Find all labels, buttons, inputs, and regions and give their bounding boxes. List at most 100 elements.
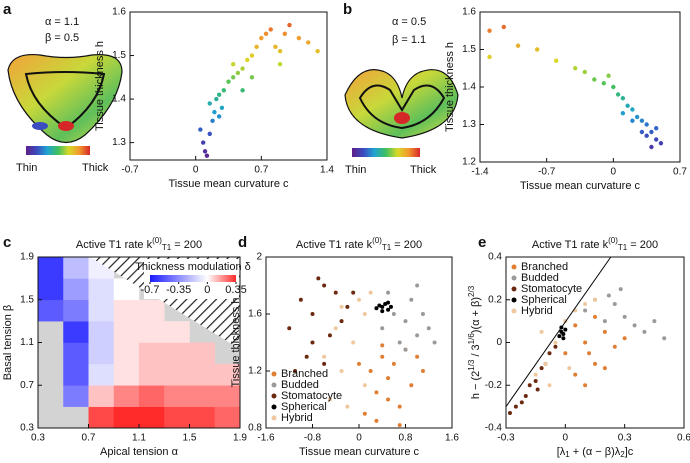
heat-cell — [113, 363, 140, 386]
point — [391, 312, 396, 316]
point — [563, 327, 568, 332]
point — [639, 118, 645, 123]
x-axis-label: [λ1 + (α − β)λ2]c — [557, 446, 634, 459]
point — [612, 344, 617, 349]
point — [259, 35, 264, 41]
point — [230, 62, 236, 67]
text-part: h − (2 — [470, 371, 482, 399]
point — [304, 354, 309, 359]
point — [386, 376, 391, 381]
heat-cell — [164, 385, 190, 407]
point — [543, 361, 548, 366]
point — [204, 153, 210, 158]
legend-marker — [271, 382, 277, 388]
point — [221, 88, 227, 93]
y-tick-label: -0.2 — [485, 380, 503, 391]
text-part: [λ — [557, 446, 566, 458]
y-tick-label: 1.6 — [112, 7, 126, 18]
panel-letter: d — [238, 234, 247, 251]
legend-marker — [271, 415, 277, 421]
point — [409, 297, 414, 302]
text-part: 1/6 — [467, 333, 476, 345]
point — [582, 69, 587, 75]
heat-cell — [88, 385, 115, 407]
point — [583, 308, 588, 313]
heat-cell — [189, 385, 216, 407]
point — [339, 304, 344, 309]
point — [219, 105, 225, 110]
point — [527, 383, 532, 388]
point — [345, 304, 350, 309]
legend-label: Hybrid — [521, 305, 553, 317]
point — [573, 66, 578, 71]
point — [507, 411, 512, 416]
heat-cell — [113, 321, 140, 343]
point — [386, 307, 391, 312]
colorbar-label: Thick — [410, 164, 437, 176]
point — [501, 24, 507, 30]
legend-label: Hybrid — [281, 412, 313, 424]
point — [216, 92, 222, 97]
heat-cell — [88, 342, 115, 365]
point — [397, 423, 402, 428]
heat-cell — [63, 299, 89, 322]
point — [547, 383, 552, 388]
point — [374, 418, 379, 423]
y-tick-label: 2 — [256, 252, 262, 263]
point — [268, 27, 273, 32]
point — [322, 283, 327, 288]
point — [547, 351, 552, 356]
point — [296, 35, 302, 41]
point — [327, 397, 332, 402]
thin-spot — [32, 122, 48, 130]
legend-label: Spherical — [521, 294, 567, 306]
point — [523, 393, 528, 398]
x-tick-label: -1.4 — [471, 167, 489, 178]
point — [642, 329, 647, 334]
y-tick-label: 1.6 — [462, 7, 476, 18]
text-part: / 3 — [470, 344, 482, 359]
x-tick-label: -1.6 — [257, 433, 275, 444]
diagram-label: β = 0.5 — [45, 32, 79, 44]
tissue-inner — [358, 84, 446, 130]
x-tick-label: 1.9 — [233, 433, 247, 444]
colorbar-label: Thin — [16, 162, 37, 174]
panel-letter: b — [343, 1, 352, 18]
point — [573, 323, 578, 328]
heat-cell — [139, 363, 165, 386]
point — [539, 366, 544, 371]
heat-cell — [164, 321, 190, 343]
legend-label: Stomatocyte — [521, 283, 582, 295]
plot-frame — [479, 11, 681, 163]
point — [240, 66, 245, 71]
point — [287, 22, 292, 28]
point — [207, 131, 212, 137]
heat-cell — [88, 278, 115, 301]
point — [345, 404, 350, 409]
point — [287, 326, 292, 331]
point — [420, 312, 425, 316]
point — [593, 297, 597, 302]
x-tick-label: -0.8 — [304, 433, 322, 444]
heat-cell — [164, 406, 190, 429]
thick-spot — [58, 121, 74, 131]
heat-cell — [139, 342, 165, 365]
point — [315, 48, 320, 54]
heat-cell — [214, 406, 241, 429]
point — [432, 340, 437, 345]
colorbar-title: Thickness modulation δ — [135, 261, 251, 273]
point — [368, 369, 373, 373]
point — [306, 40, 311, 45]
chart-title: Active T1 rate k(0)T1 = 200 — [296, 236, 422, 252]
point — [557, 334, 562, 339]
point — [662, 336, 667, 341]
point — [602, 319, 607, 324]
legend-label: Spherical — [281, 401, 327, 413]
x-tick-label: 0 — [356, 433, 362, 444]
heat-cell — [63, 363, 89, 386]
point — [362, 411, 367, 416]
y-tick-label: 0.3 — [20, 423, 34, 434]
point — [322, 361, 327, 366]
point — [362, 383, 367, 388]
